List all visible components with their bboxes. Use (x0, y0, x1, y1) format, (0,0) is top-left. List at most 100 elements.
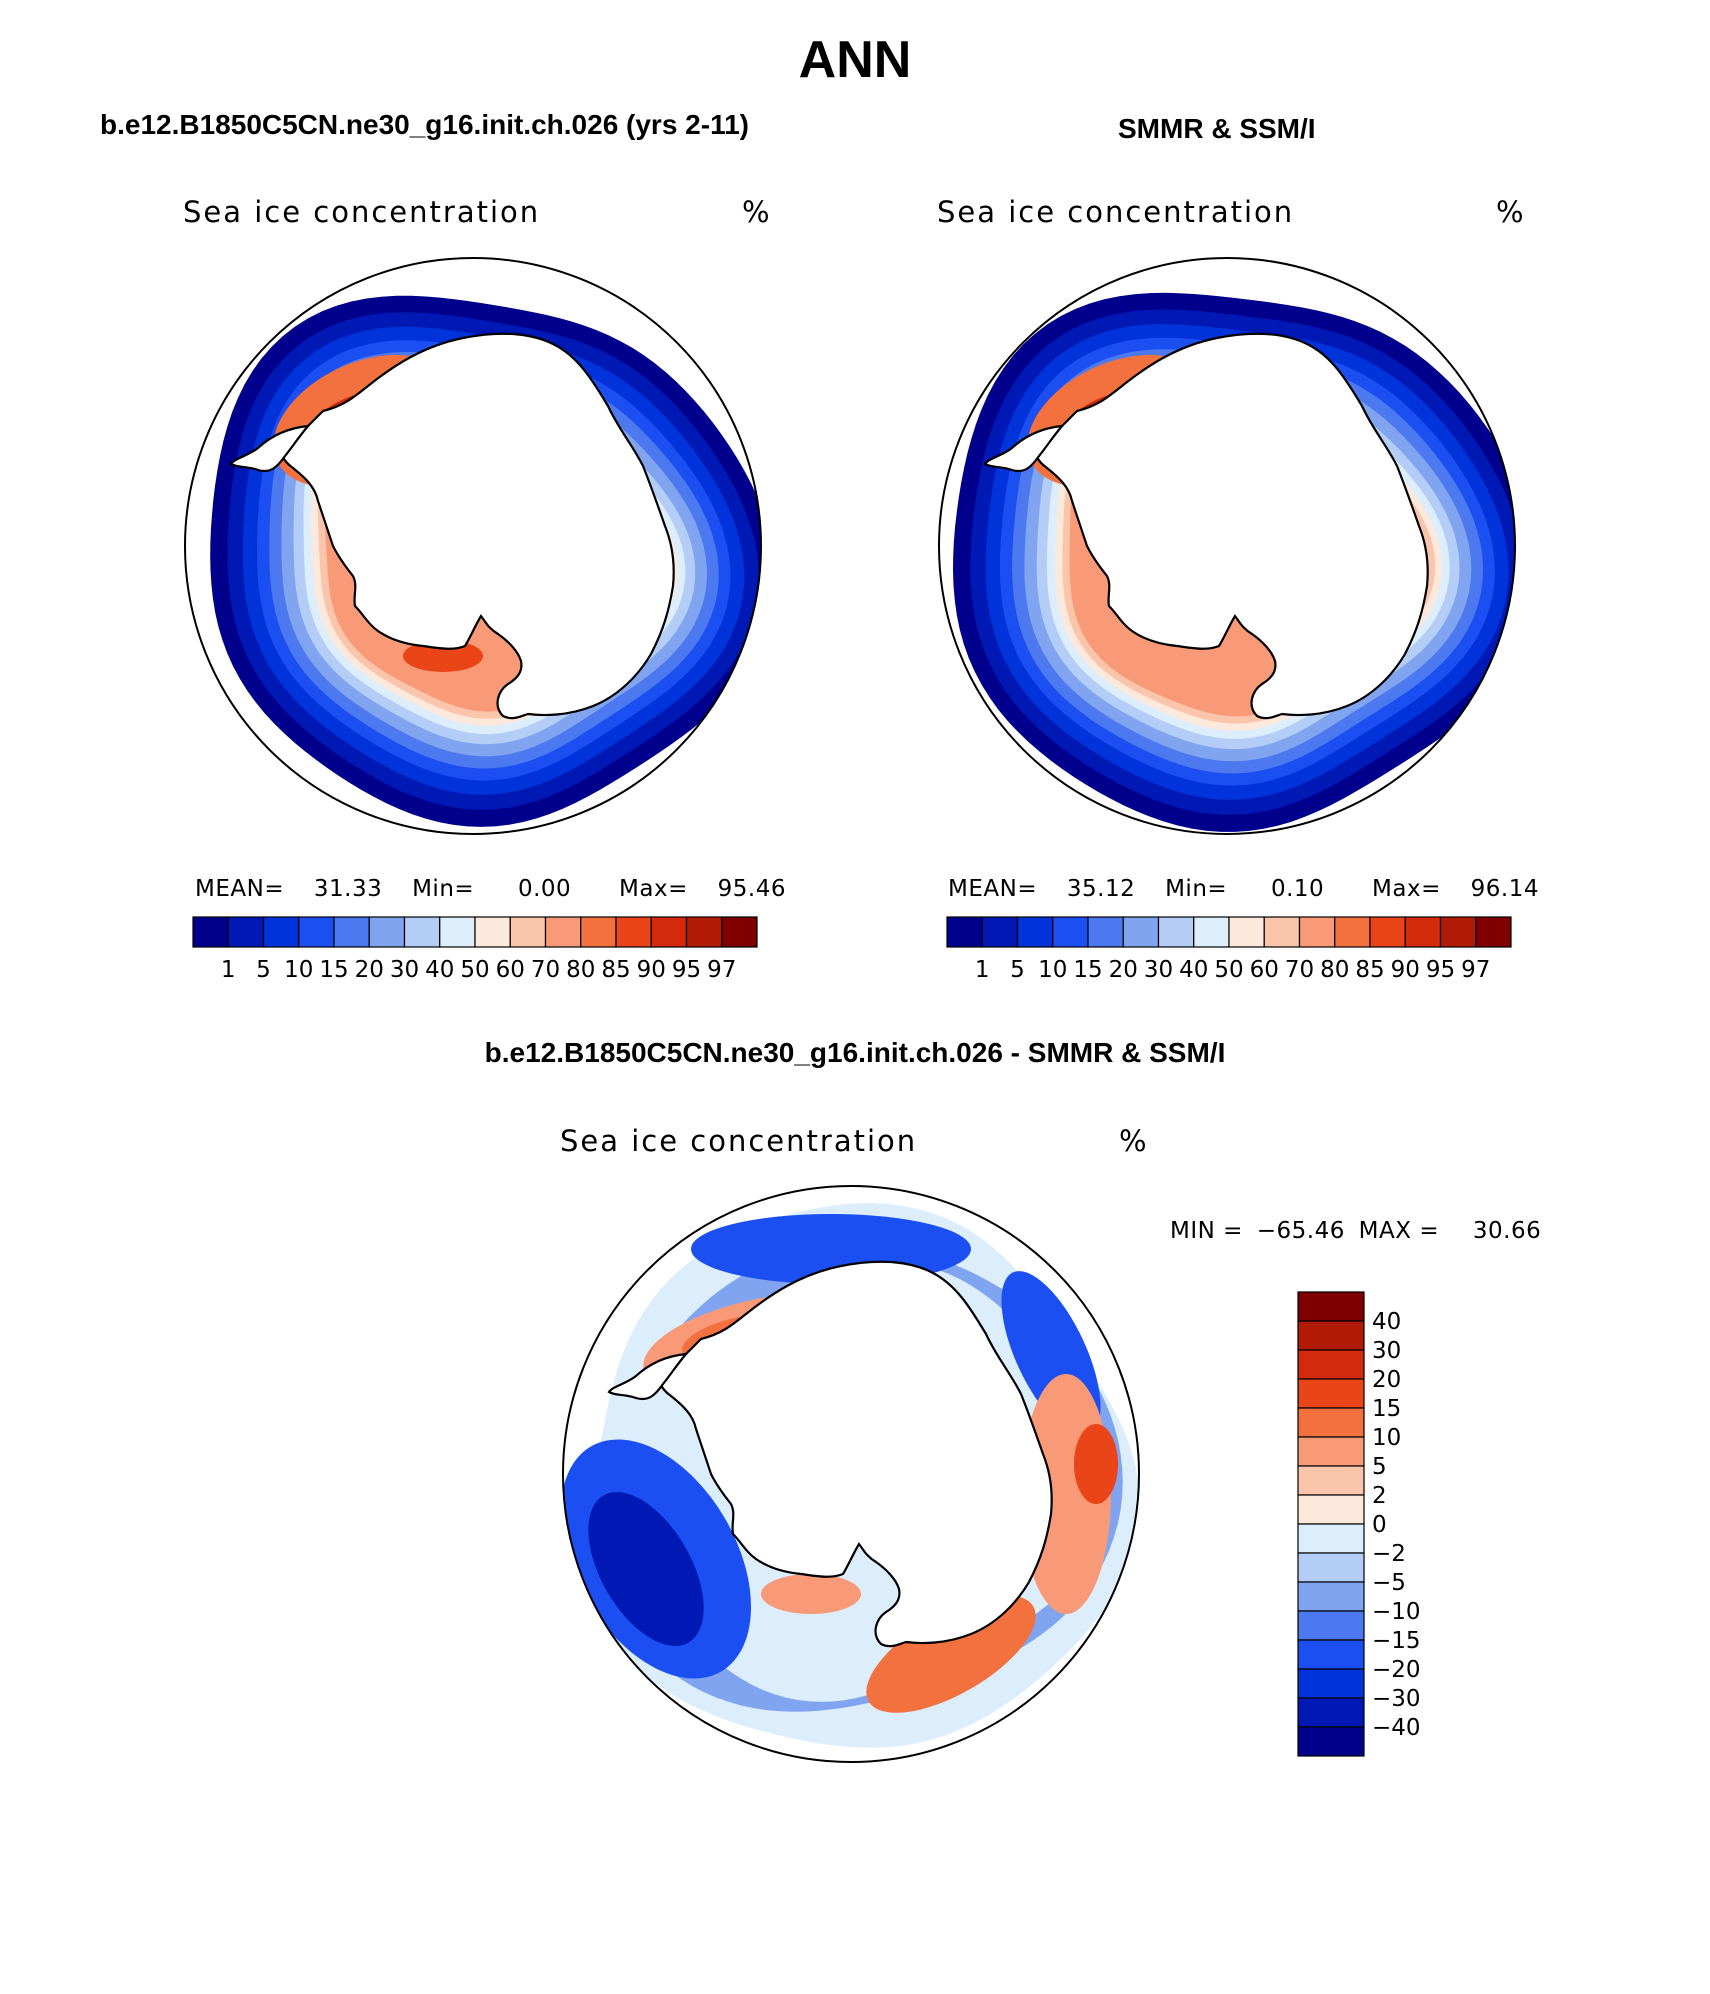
model-variable-label: Sea ice concentration (183, 195, 541, 229)
colorbar-tick-label: 60 (496, 957, 525, 983)
colorbar-swatch (1297, 1697, 1365, 1728)
colorbar-swatch (946, 916, 983, 948)
obs-max-value: 96.14 (1470, 876, 1540, 902)
colorbar-tick-label: 10 (284, 957, 313, 983)
colorbar-swatch (368, 916, 406, 948)
colorbar-tick-label: 85 (601, 957, 630, 983)
colorbar-tick-label: 10 (1038, 957, 1067, 983)
colorbar-swatch (298, 916, 335, 948)
colorbar-tick-label: 70 (531, 957, 560, 983)
colorbar-tick-label: 90 (637, 957, 666, 983)
colorbar-tick-label: 85 (1355, 957, 1384, 983)
colorbar-swatch (1369, 916, 1406, 948)
colorbar-swatch (1297, 1465, 1365, 1496)
obs-variable-label: Sea ice concentration (937, 195, 1295, 229)
colorbar-swatch (1157, 916, 1195, 948)
colorbar-swatch (1439, 916, 1477, 948)
obs-panel-header: SMMR & SSM/I (1118, 113, 1316, 144)
colorbar-swatch (439, 916, 476, 948)
diff-units-label: % (1119, 1124, 1147, 1158)
diff-min-value: −65.46 (1256, 1218, 1345, 1244)
colorbar-swatch (227, 916, 265, 948)
colorbar-tick-label: 30 (390, 957, 419, 983)
colorbar-swatch (1297, 1407, 1365, 1438)
colorbar-tick-label: 15 (1073, 957, 1102, 983)
colorbar-tick-label: 0 (1372, 1512, 1387, 1538)
colorbar-tick-label: 5 (1010, 957, 1025, 983)
model-panel-header: b.e12.B1850C5CN.ne30_g16.init.ch.026 (yr… (100, 109, 750, 140)
colorbar-swatch (192, 916, 229, 948)
colorbar-swatch (1297, 1436, 1365, 1467)
colorbar-tick-label: 30 (1372, 1338, 1401, 1364)
colorbar-swatch (1297, 1523, 1365, 1554)
colorbar-swatch (1334, 916, 1371, 948)
obs-max-label: Max= (1372, 876, 1441, 902)
model-units-label: % (742, 195, 770, 229)
diff-minmax: MIN = −65.46 MAX = 30.66 (1170, 1218, 1541, 1244)
colorbar-swatch (544, 916, 582, 948)
positive-anomaly (866, 1595, 1036, 1713)
model-map (184, 257, 762, 835)
obs-mean-value: 35.12 (1066, 876, 1136, 902)
colorbar-swatch (262, 916, 300, 948)
colorbar-swatch (1297, 1291, 1365, 1322)
colorbar-swatch (1404, 916, 1442, 948)
diff-map (562, 1185, 1140, 1763)
colorbar-swatch (1297, 1610, 1365, 1641)
colorbar-tick-label: 90 (1391, 957, 1420, 983)
colorbar-swatch (685, 916, 723, 948)
colorbar-swatch (1297, 1378, 1365, 1409)
colorbar-swatch (1193, 916, 1230, 948)
colorbar-swatch (1228, 916, 1265, 948)
colorbar-swatch (650, 916, 688, 948)
map-boundary (562, 1185, 1140, 1763)
model-colorbar: 1 5 10 15 20 30 40 50 60 70 80 85 90 95 97 (192, 916, 758, 983)
negative-anomaly-core (588, 1492, 704, 1646)
colorbar-tick-label: −40 (1372, 1715, 1421, 1741)
model-max-label: Max= (619, 876, 688, 902)
colorbar-swatch (1297, 1726, 1365, 1757)
colorbar-tick-label: 50 (1214, 957, 1243, 983)
colorbar-tick-label: 15 (319, 957, 348, 983)
ross-sea-ice (403, 640, 483, 672)
map-boundary (938, 257, 1516, 835)
colorbar-tick-label: 50 (460, 957, 489, 983)
obs-map (938, 257, 1516, 835)
colorbar-tick-label: −15 (1372, 1628, 1421, 1654)
colorbar-tick-label: −20 (1372, 1657, 1421, 1683)
colorbar-swatch (474, 916, 511, 948)
model-mean-label: MEAN= (195, 876, 285, 902)
colorbar-tick-label: 15 (1372, 1396, 1401, 1422)
obs-min-value: 0.10 (1270, 876, 1325, 902)
colorbar-swatch (1297, 1320, 1365, 1351)
colorbar-tick-label: 1 (975, 957, 990, 983)
colorbar-swatch (580, 916, 617, 948)
colorbar-tick-label: 95 (672, 957, 701, 983)
obs-colorbar: 1 5 10 15 20 30 40 50 60 70 80 85 90 95 97 (946, 916, 1512, 983)
diff-variable-label: Sea ice concentration (560, 1124, 918, 1158)
obs-units-label: % (1496, 195, 1524, 229)
diff-max-value: 30.66 (1472, 1218, 1542, 1244)
colorbar-tick-label: −30 (1372, 1686, 1421, 1712)
colorbar-tick-label: −2 (1372, 1541, 1406, 1567)
colorbar-tick-label: 70 (1285, 957, 1314, 983)
colorbar-swatch (509, 916, 547, 948)
figure-title: ANN (798, 31, 912, 89)
colorbar-swatch (1122, 916, 1160, 948)
colorbar-tick-label: 60 (1250, 957, 1279, 983)
model-min-label: Min= (412, 876, 475, 902)
colorbar-tick-label: 10 (1372, 1425, 1401, 1451)
colorbar-tick-label: 20 (355, 957, 384, 983)
colorbar-tick-label: 2 (1372, 1483, 1387, 1509)
colorbar-tick-label: 97 (1461, 957, 1490, 983)
colorbar-tick-label: 5 (256, 957, 271, 983)
colorbar-tick-label: 40 (1179, 957, 1208, 983)
colorbar-tick-label: 40 (1372, 1309, 1401, 1335)
colorbar-tick-label: 80 (1320, 957, 1349, 983)
colorbar-swatch (1016, 916, 1054, 948)
colorbar-tick-label: 80 (566, 957, 595, 983)
colorbar-tick-label: 30 (1144, 957, 1173, 983)
positive-anomaly (761, 1574, 861, 1614)
colorbar-swatch (1297, 1349, 1365, 1380)
